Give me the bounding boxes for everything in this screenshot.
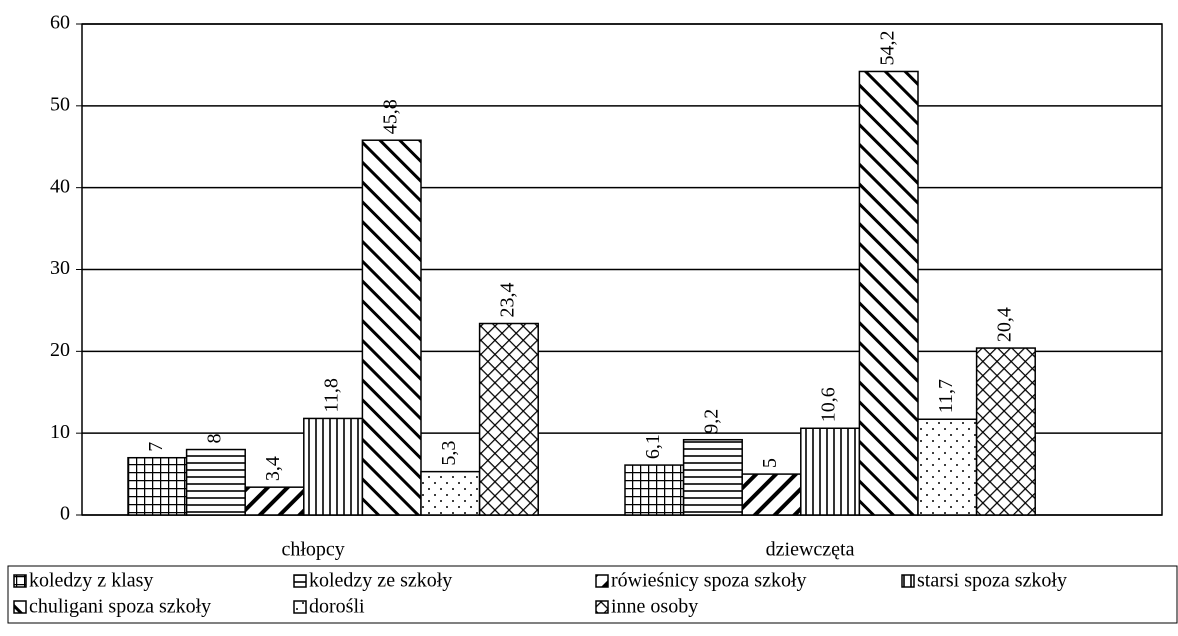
bar <box>741 473 802 516</box>
bar <box>361 139 422 516</box>
value-label: 23,4 <box>496 283 518 318</box>
y-tick-label: 0 <box>60 503 70 525</box>
bar <box>303 417 364 516</box>
value-label: 45,8 <box>379 99 401 134</box>
legend-label: koledzy ze szkoły <box>309 570 452 592</box>
y-tick-label: 20 <box>50 339 70 361</box>
x-tick-label: chłopcy <box>281 539 344 561</box>
bar <box>244 486 305 516</box>
value-label: 54,2 <box>876 30 898 65</box>
bar <box>800 427 861 516</box>
legend-label: dorośli <box>309 596 365 618</box>
bar <box>917 418 978 516</box>
value-label: 5,3 <box>438 441 460 466</box>
legend-label: rówieśnicy spoza szkoły <box>611 570 807 592</box>
value-label: 11,8 <box>321 378 343 412</box>
bar <box>185 448 246 516</box>
value-label: 8 <box>203 434 225 444</box>
y-tick-label: 60 <box>50 12 70 34</box>
legend-box <box>7 565 1178 624</box>
y-tick-label: 50 <box>50 93 70 115</box>
bar <box>478 322 539 516</box>
value-label: 10,6 <box>818 387 840 422</box>
y-tick-label: 10 <box>50 421 70 443</box>
legend-swatch <box>13 574 27 588</box>
value-label: 20,4 <box>993 307 1015 342</box>
x-tick-label: dziewczęta <box>766 539 855 561</box>
legend-swatch <box>595 574 609 588</box>
legend-swatch <box>595 600 609 614</box>
value-label: 5 <box>759 458 781 468</box>
value-label: 11,7 <box>935 379 957 413</box>
legend-label: inne osoby <box>611 596 698 618</box>
legend-label: starsi spoza szkoły <box>917 570 1067 592</box>
value-label: 9,2 <box>700 409 722 434</box>
bar <box>975 347 1036 516</box>
legend-swatch <box>293 574 307 588</box>
legend-label: koledzy z klasy <box>29 570 153 592</box>
value-label: 7 <box>145 442 167 452</box>
legend-swatch <box>901 574 915 588</box>
bar <box>127 456 188 516</box>
legend-label: chuligani spoza szkoły <box>29 596 211 618</box>
bar <box>858 70 919 516</box>
bar <box>682 438 743 516</box>
legend-swatch <box>13 600 27 614</box>
legend-swatch <box>293 600 307 614</box>
bar <box>624 464 685 516</box>
value-label: 6,1 <box>642 434 664 459</box>
value-label: 3,4 <box>262 456 284 481</box>
plot-border <box>81 23 1163 516</box>
y-tick-label: 30 <box>50 257 70 279</box>
bar <box>420 470 481 516</box>
y-tick-label: 40 <box>50 175 70 197</box>
